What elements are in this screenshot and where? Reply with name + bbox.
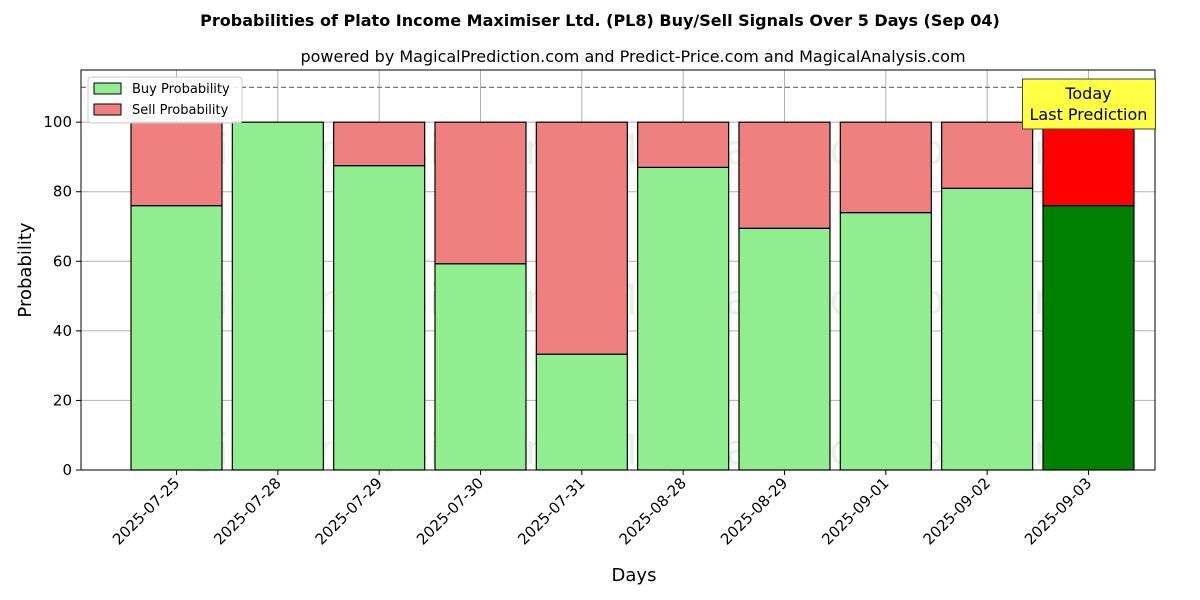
x-tick-label: 2025-07-30 <box>413 474 487 548</box>
x-tick-label: 2025-08-29 <box>717 474 791 548</box>
buy-bar <box>1042 205 1135 471</box>
sell-bar <box>130 121 223 207</box>
annotation-line: Today <box>1064 84 1111 103</box>
legend-swatch-buy <box>93 82 122 95</box>
x-tick-label: 2025-07-29 <box>312 474 386 548</box>
buy-bar <box>839 212 932 471</box>
buy-bar <box>130 205 223 471</box>
buy-bar <box>535 353 628 471</box>
plot-frame <box>80 69 1156 471</box>
x-tick-label: 2025-08-28 <box>616 474 690 548</box>
sell-bar <box>1042 121 1135 207</box>
chart-subtitle: powered by MagicalPrediction.com and Pre… <box>300 47 965 66</box>
annotation-box <box>1021 78 1156 130</box>
sell-bar <box>941 121 1034 189</box>
legend-label-sell: Sell Probability <box>132 103 229 118</box>
x-tick-label: 2025-09-02 <box>920 474 994 548</box>
legend: Buy Probability Sell Probability <box>87 76 243 124</box>
today-annotation: Today Last Prediction <box>1021 78 1156 130</box>
sell-bar <box>434 121 527 265</box>
y-tick-label: 80 <box>53 183 72 201</box>
sell-bar <box>333 121 426 167</box>
x-tick-label: 2025-09-01 <box>818 474 892 548</box>
legend-swatch-sell <box>93 103 122 116</box>
legend-label-buy: Buy Probability <box>132 82 230 97</box>
sell-bar <box>839 121 932 214</box>
x-tick-label: 2025-07-25 <box>109 474 183 548</box>
x-tick-label: 2025-07-31 <box>514 474 588 548</box>
x-tick-label: 2025-07-28 <box>210 474 284 548</box>
legend-box <box>87 76 243 124</box>
y-axis-ticks: 0 20 40 60 80 100 <box>43 113 81 479</box>
y-tick-label: 20 <box>53 391 72 409</box>
bars <box>130 121 1135 471</box>
buy-bar <box>333 165 426 471</box>
buy-bar <box>941 187 1034 471</box>
y-tick-label: 60 <box>53 252 72 270</box>
x-axis-ticks: 2025-07-25 2025-07-28 2025-07-29 2025-07-30… <box>109 470 1095 548</box>
buy-bar <box>231 121 324 471</box>
buy-bar <box>738 227 831 471</box>
x-tick-label: 2025-09-03 <box>1021 474 1095 548</box>
sell-bar <box>637 121 730 168</box>
y-tick-label: 40 <box>53 322 72 340</box>
buy-bar <box>637 166 730 471</box>
sell-bar <box>535 121 628 355</box>
buy-bar <box>434 263 527 471</box>
y-tick-label: 0 <box>62 461 72 479</box>
x-axis-label: Days <box>612 565 657 586</box>
annotation-line: Last Prediction <box>1030 105 1148 124</box>
y-axis-label: Probability <box>15 222 36 317</box>
y-tick-label: 100 <box>43 113 72 131</box>
chart-title: Probabilities of Plato Income Maximiser … <box>200 11 1000 30</box>
sell-bar <box>738 121 831 229</box>
